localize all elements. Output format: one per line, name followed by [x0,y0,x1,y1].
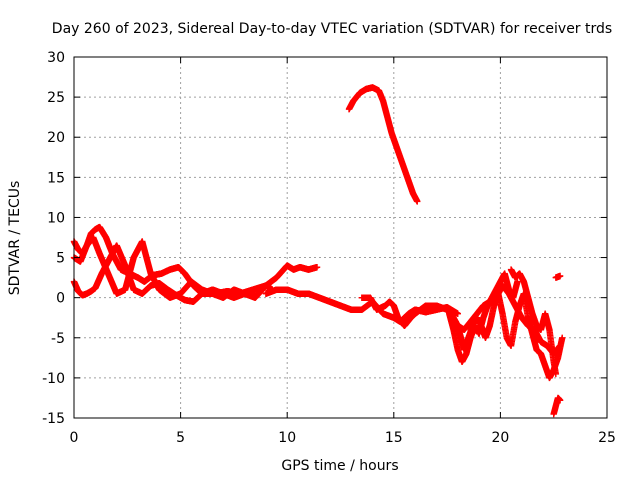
series-track-7 [446,270,521,366]
data-point [414,198,421,205]
series-track-6 [345,84,421,205]
data-point [514,278,521,285]
series-track-5 [358,294,451,329]
data-point [454,310,461,317]
data-point [313,263,321,271]
grid-lines [74,57,607,418]
series-track-9 [443,282,564,358]
data-point [559,334,566,341]
data-point [252,288,259,295]
chart-title: Day 260 of 2023, Sidereal Day-to-day VTE… [52,21,612,37]
data-points [70,84,566,418]
